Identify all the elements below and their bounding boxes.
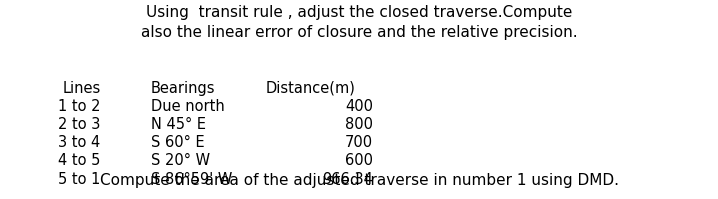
Text: Due north: Due north — [151, 99, 225, 113]
Text: 800: 800 — [345, 117, 373, 132]
Text: 400: 400 — [345, 99, 373, 113]
Text: 5 to 1: 5 to 1 — [58, 172, 101, 187]
Text: Bearings: Bearings — [151, 81, 215, 96]
Text: S 86°59' W: S 86°59' W — [151, 172, 232, 187]
Text: also the linear error of closure and the relative precision.: also the linear error of closure and the… — [141, 25, 577, 40]
Text: 966.34: 966.34 — [322, 172, 373, 187]
Text: 1 to 2: 1 to 2 — [58, 99, 101, 113]
Text: 2 to 3: 2 to 3 — [58, 117, 101, 132]
Text: N 45° E: N 45° E — [151, 117, 206, 132]
Text: Using  transit rule , adjust the closed traverse.Compute: Using transit rule , adjust the closed t… — [146, 5, 572, 20]
Text: 700: 700 — [345, 135, 373, 150]
Text: S 20° W: S 20° W — [151, 153, 210, 168]
Text: S 60° E: S 60° E — [151, 135, 205, 150]
Text: Compute the area of the adjusted traverse in number 1 using DMD.: Compute the area of the adjusted travers… — [100, 173, 618, 188]
Text: Lines: Lines — [62, 81, 101, 96]
Text: 3 to 4: 3 to 4 — [58, 135, 101, 150]
Text: 4 to 5: 4 to 5 — [58, 153, 101, 168]
Text: 600: 600 — [345, 153, 373, 168]
Text: Distance(m): Distance(m) — [266, 81, 355, 96]
